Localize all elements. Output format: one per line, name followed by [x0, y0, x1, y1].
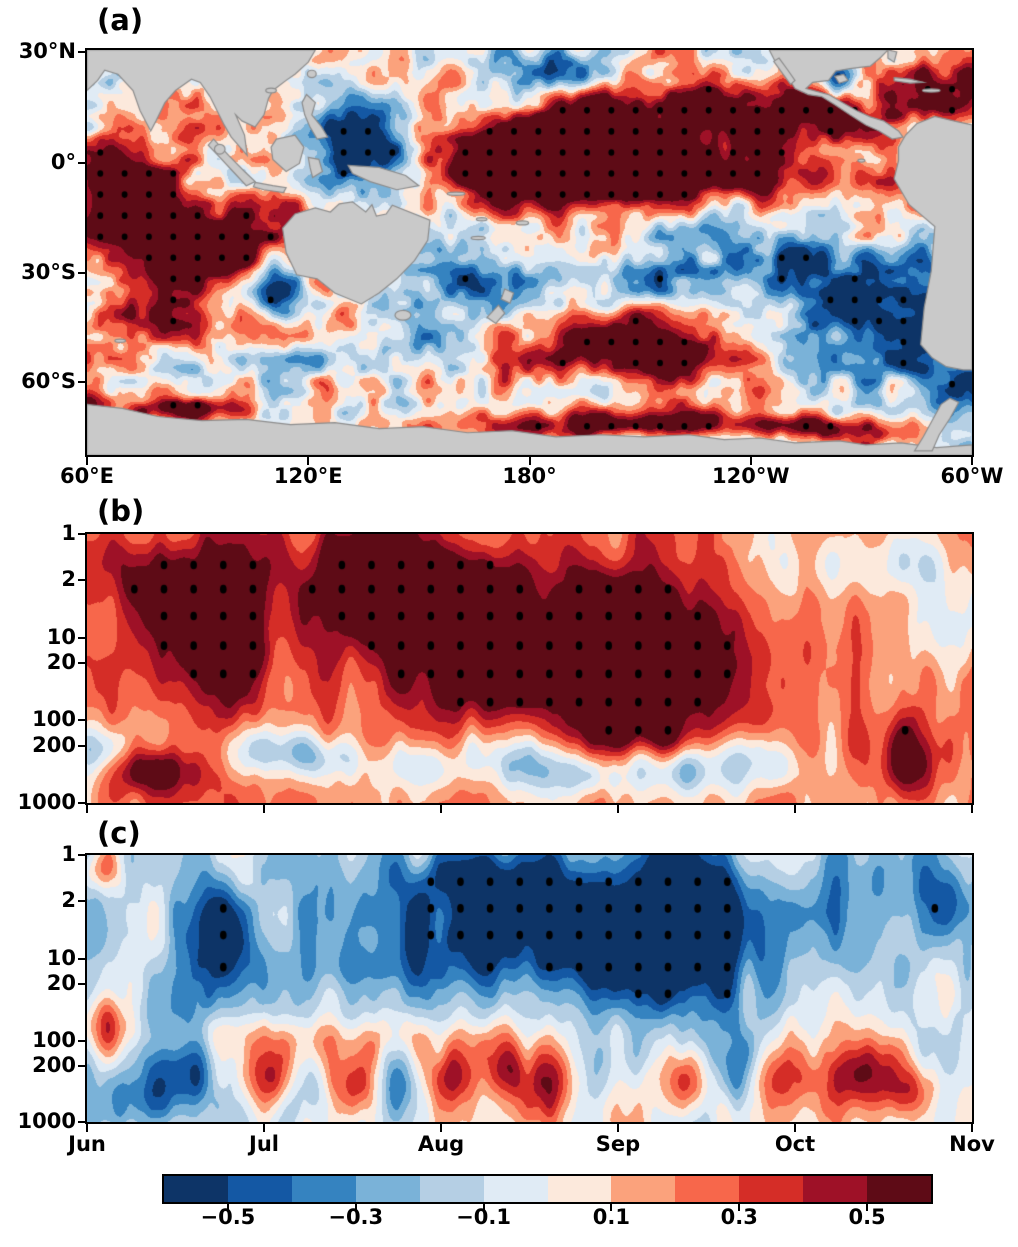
panel-a-ytick	[78, 51, 85, 54]
panel-b-xtick	[971, 805, 973, 813]
panel-b-ytick-label: 10	[46, 625, 76, 650]
panel-b-ytick	[78, 533, 85, 535]
panel-b-ytick-label: 1000	[17, 790, 76, 814]
panel-c-ytick	[78, 854, 85, 856]
panel-a-xtick	[749, 457, 752, 465]
panel-b-xtick	[617, 805, 619, 813]
panel-a-xtick-label: 120°E	[273, 464, 343, 488]
panel-b-contour-canvas	[87, 534, 972, 803]
panel-c-xtick-label: Jul	[249, 1132, 279, 1156]
panel-a-map	[85, 48, 974, 457]
panel-c-ytick	[78, 1121, 85, 1123]
panel-c-ytick	[78, 1064, 85, 1067]
panel-a-ytick-label: 0°	[50, 149, 76, 174]
colorbar-tick-label: −0.1	[456, 1205, 511, 1229]
colorbar-tick-label: −0.3	[328, 1205, 384, 1229]
panel-c-xtick-label: Nov	[949, 1132, 995, 1156]
panel-c-ytick-label: 10	[46, 946, 76, 971]
colorbar-segment-6	[547, 1176, 612, 1202]
panel-a-ytick-label: 60°S	[21, 369, 76, 394]
panel-b-xtick	[440, 805, 442, 813]
panel-c-xtick-label: Sep	[595, 1132, 641, 1156]
panel-c-ytick-label: 100	[32, 1027, 76, 1052]
panel-c-xtick	[86, 1124, 88, 1132]
panel-c-xtick	[794, 1124, 796, 1132]
panel-a-map-canvas	[87, 50, 972, 455]
panel-c-xtick-label: Jun	[68, 1132, 106, 1156]
panel-c-xtick	[263, 1124, 265, 1132]
panel-b-ytick-label: 2	[61, 566, 76, 591]
colorbar-segment-11	[867, 1176, 932, 1202]
panel-a-xtick-label: 60°E	[59, 464, 115, 488]
colorbar-tick-label: 0.3	[720, 1205, 758, 1229]
colorbar-tick	[226, 1204, 229, 1211]
colorbar	[162, 1174, 933, 1204]
colorbar-segment-9	[739, 1176, 804, 1202]
panel-c-xtick	[971, 1124, 973, 1132]
panel-c-xtick	[440, 1124, 442, 1132]
panel-a-xtick-label: 60°W	[940, 464, 1004, 488]
panel-c-ytick-label: 200	[32, 1052, 76, 1077]
panel-c-ytick	[78, 958, 85, 961]
colorbar-tick	[610, 1204, 613, 1211]
panel-a-ytick-label: 30°N	[18, 39, 76, 64]
panel-a-xtick	[86, 457, 88, 465]
panel-b-ytick	[78, 802, 85, 804]
panel-c-ytick	[78, 1039, 85, 1042]
colorbar-segment-3	[355, 1176, 420, 1202]
panel-c-contour-canvas	[87, 855, 972, 1122]
panel-b-ytick-label: 1	[61, 521, 76, 545]
panel-a-xtick	[528, 457, 531, 465]
colorbar-tick	[866, 1204, 869, 1211]
panel-b-plot	[85, 532, 974, 805]
colorbar-tick	[482, 1204, 485, 1211]
panel-b-ytick-label: 100	[32, 706, 76, 731]
panel-b-xtick	[86, 805, 88, 813]
colorbar-tick-label: −0.5	[200, 1205, 256, 1229]
colorbar-segment-4	[419, 1176, 484, 1202]
panel-b-ytick	[78, 744, 85, 747]
panel-a-ytick	[78, 161, 85, 164]
panel-a-xtick-label: 120°W	[712, 464, 790, 488]
colorbar-tick-label: 0.1	[592, 1205, 630, 1229]
panel-b-ytick	[78, 578, 85, 581]
panel-c-ytick	[78, 899, 85, 902]
panel-c-ytick	[78, 982, 85, 985]
panel-a-xtick-label: 180°	[502, 464, 557, 488]
colorbar-tick	[354, 1204, 357, 1211]
panel-c-ytick-label: 1000	[17, 1109, 76, 1133]
panel-c-ytick-label: 20	[46, 970, 76, 995]
colorbar-tick-label: 0.5	[848, 1205, 886, 1229]
colorbar-segment-10	[803, 1176, 868, 1202]
panel-b-xtick	[794, 805, 796, 813]
colorbar-segment-1	[227, 1176, 292, 1202]
panel-a-ytick-label: 30°S	[21, 260, 76, 285]
colorbar-segment-5	[483, 1176, 548, 1202]
panel-b-xtick	[263, 805, 265, 813]
panel-b-ytick	[78, 662, 85, 665]
panel-a-xtick	[307, 457, 310, 465]
panel-c-xtick-label: Oct	[774, 1132, 816, 1156]
colorbar-tick	[738, 1204, 741, 1211]
panel-a-xtick	[971, 457, 973, 465]
panel-c-xtick	[617, 1124, 619, 1132]
panel-c-plot	[85, 853, 974, 1124]
panel-a-ytick	[78, 272, 85, 275]
colorbar-segment-0	[164, 1176, 228, 1202]
panel-c-ytick-label: 1	[61, 842, 76, 866]
panel-b-label: (b)	[97, 494, 145, 528]
panel-b-ytick-label: 20	[46, 650, 76, 675]
colorbar-segment-7	[611, 1176, 676, 1202]
panel-a-ytick	[78, 381, 85, 384]
colorbar-segment-2	[291, 1176, 356, 1202]
panel-b-ytick	[78, 718, 85, 721]
panel-c-ytick-label: 2	[61, 887, 76, 912]
panel-b-ytick	[78, 637, 85, 640]
panel-c-xtick-label: Aug	[417, 1132, 465, 1156]
panel-b-ytick-label: 200	[32, 732, 76, 757]
panel-c-label: (c)	[97, 816, 141, 850]
colorbar-segment-8	[675, 1176, 740, 1202]
panel-a-label: (a)	[97, 3, 144, 37]
